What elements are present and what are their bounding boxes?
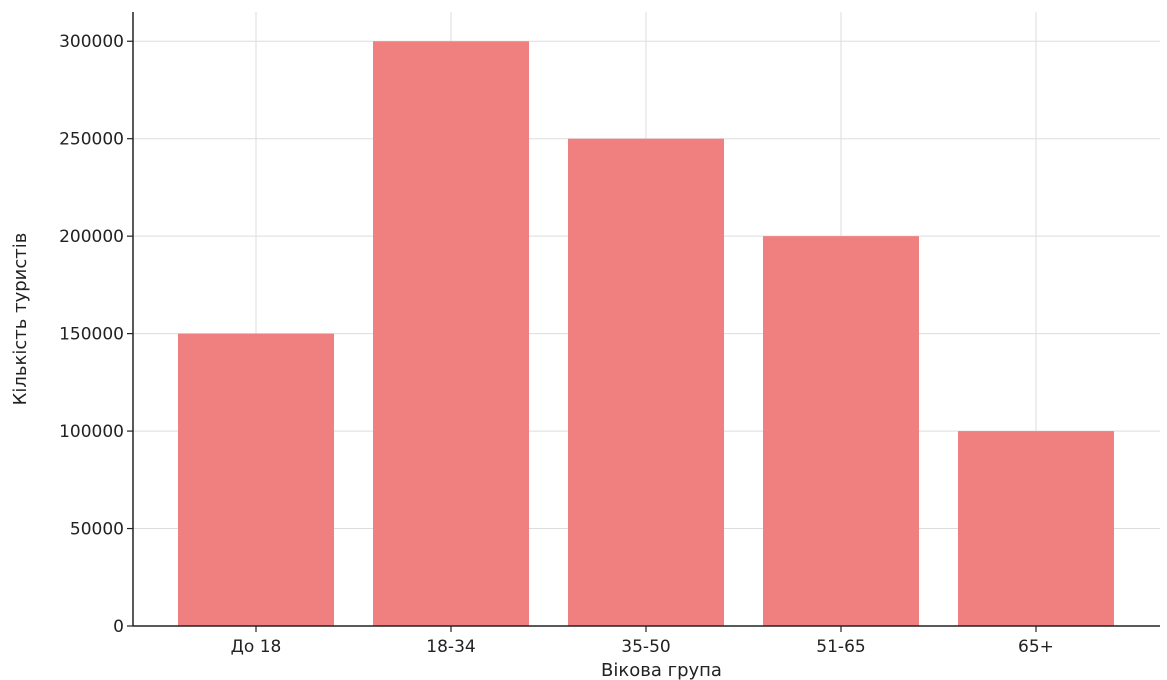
x-tick-label: 65+	[1018, 637, 1054, 657]
bar	[178, 333, 334, 626]
x-axis-title: Вікова група	[601, 660, 722, 680]
y-axis-title: Кількість туристів	[10, 233, 31, 406]
y-tick-label: 150000	[59, 325, 124, 345]
x-tick-label: 18-34	[426, 637, 475, 657]
y-tick-label: 0	[113, 617, 124, 637]
y-tick-label: 200000	[59, 227, 124, 247]
x-tick-label: 51-65	[816, 637, 865, 657]
y-tick-label: 300000	[59, 32, 124, 52]
y-tick-label: 50000	[70, 520, 124, 540]
bar	[763, 236, 919, 626]
x-tick-label: 35-50	[621, 637, 670, 657]
bar	[568, 138, 724, 626]
y-tick-labels: 0 50000 100000 150000 200000 250000 300000	[59, 32, 133, 637]
y-tick-label: 100000	[59, 422, 124, 442]
bar	[373, 41, 529, 626]
bar	[958, 431, 1114, 626]
bars	[178, 41, 1114, 626]
x-tick-label: До 18	[231, 637, 282, 657]
x-tick-labels: До 18 18-34 35-50 51-65 65+	[231, 626, 1054, 657]
y-tick-label: 250000	[59, 130, 124, 150]
